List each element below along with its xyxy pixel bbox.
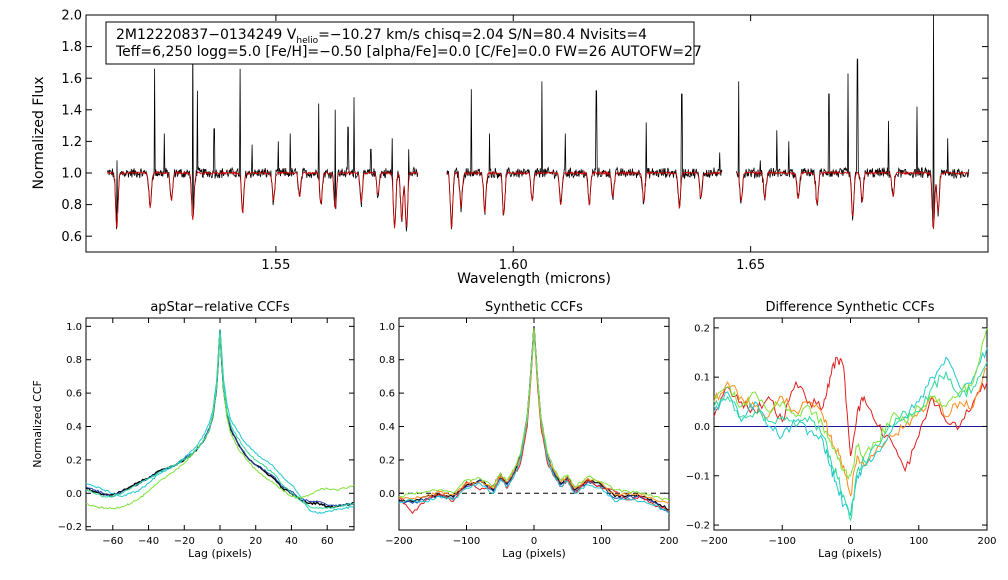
synthetic-title: Synthetic CCFs: [485, 300, 583, 315]
difference-series-visit3: [713, 347, 988, 517]
spectrum-observed-chip-3: [736, 14, 970, 228]
apstar-xtick-label: 20: [249, 536, 262, 547]
synthetic-series-visit2: [398, 329, 670, 515]
spectrum-series: [107, 14, 970, 232]
apstar-ytick-label: 0.0: [66, 489, 82, 500]
spectrum-model-chip-2: [446, 170, 723, 229]
apstar-series: [85, 329, 355, 515]
apstar-xtick-label: 40: [285, 536, 298, 547]
difference-xtick-label: −100: [769, 536, 796, 547]
difference-axes: −200 −100 0 100 200 −0.2 −0.1 0.0 0.1 0.2: [686, 318, 997, 547]
synthetic-ccf-panel: −200 −100 0 100 200 0.0 0.2 0.4 0.6 0.8 1.0 Synthe…: [379, 300, 678, 560]
annotation-line1: 2M12220837−0134249 Vhelio=−10.27 km/s ch…: [116, 27, 647, 46]
annotation-star-id: 2M12220837−0134249 V: [116, 27, 297, 43]
synthetic-xtick-label: 0: [531, 536, 537, 547]
apstar-ylabel: Normalized CCF: [31, 380, 44, 468]
difference-ytick-label: −0.1: [686, 471, 710, 482]
spectrum-ytick-label: 1.8: [61, 40, 82, 55]
apstar-series-visit1: [85, 331, 355, 507]
synthetic-axes: −200 −100 0 100 200 0.0 0.2 0.4 0.6 0.8 1.0: [379, 318, 679, 547]
apstar-xtick-label: 0: [217, 536, 223, 547]
difference-xlabel: Lag (pixels): [818, 547, 882, 560]
difference-xtick-label: −200: [700, 536, 727, 547]
annotation-params: =−10.27 km/s chisq=2.04 S/N=80.4 Nvisits…: [318, 27, 647, 43]
spectrum-xtick-label: 1.60: [499, 258, 528, 273]
spectrum-ytick-label: 0.6: [61, 230, 82, 245]
difference-ytick-label: 0.0: [694, 422, 710, 433]
apstar-ytick-label: 0.6: [66, 389, 82, 400]
difference-xtick-label: 0: [847, 536, 853, 547]
difference-series-visit1: [713, 356, 988, 473]
synthetic-series-visit1: [398, 326, 670, 514]
difference-xtick-label: 100: [909, 536, 928, 547]
difference-frame: [713, 317, 988, 531]
synthetic-xlabel: Lag (pixels): [502, 547, 566, 560]
apstar-series-combined: [85, 329, 355, 509]
spectrum-panel: 1.55 1.60 1.65 0.6 0.8 1.0 1.2 1.4 1.6 1.8 2.0 2M1…: [31, 9, 989, 287]
apstar-ytick-label: 0.2: [66, 455, 82, 466]
apstar-frame: [85, 317, 355, 531]
annotation-box: [105, 21, 695, 65]
synthetic-ytick-label: 0.8: [379, 355, 395, 366]
synthetic-ytick-label: 1.0: [379, 322, 395, 333]
apstar-ytick-label: 0.8: [66, 355, 82, 366]
apstar-ytick-label: 1.0: [66, 322, 82, 333]
synthetic-ytick-label: 0.0: [379, 489, 395, 500]
difference-ytick-label: 0.1: [694, 373, 710, 384]
difference-title: Difference Synthetic CCFs: [765, 300, 934, 315]
synthetic-ytick-label: 0.2: [379, 455, 395, 466]
apstar-ytick-label: 0.4: [66, 422, 82, 433]
spectrum-ytick-label: 1.6: [61, 72, 82, 87]
synthetic-series-visit4: [398, 331, 670, 514]
apstar-series-visit3: [85, 332, 355, 510]
difference-ytick-label: −0.2: [686, 521, 710, 532]
spectrum-ytick-label: 2.0: [61, 9, 82, 24]
synthetic-xtick-label: −100: [453, 536, 480, 547]
synthetic-series: [398, 326, 670, 515]
apstar-xlabel: Lag (pixels): [188, 547, 252, 560]
apstar-xtick-label: 60: [321, 536, 334, 547]
apstar-xtick-label: −40: [138, 536, 159, 547]
synthetic-series-visit5: [398, 327, 670, 501]
spectrum-ytick-label: 1.4: [61, 103, 82, 118]
synthetic-xtick-label: −200: [385, 536, 412, 547]
synthetic-xtick-label: 100: [592, 536, 611, 547]
difference-ccf-panel: −200 −100 0 100 200 −0.2 −0.1 0.0 0.1 0.2 Differe…: [686, 300, 997, 560]
difference-ytick-label: 0.2: [694, 323, 710, 334]
annotation-line2: Teff=6,250 logg=5.0 [Fe/H]=−0.50 [alpha/…: [115, 44, 702, 60]
apstar-title: apStar−relative CCFs: [150, 300, 290, 315]
synthetic-series-visit3: [398, 327, 670, 504]
apstar-axes: −60 −40 −20 0 20 40 60 −0.2 0.0 0.2 0.4 0.6 0.8 1.0: [58, 318, 354, 547]
spectrum-ytick-label: 1.2: [61, 135, 82, 150]
synthetic-xtick-label: 200: [659, 536, 678, 547]
apstar-ytick-label: −0.2: [58, 522, 82, 533]
spectrum-axes: 1.55 1.60 1.65 0.6 0.8 1.0 1.2 1.4 1.6 1.8 2.0: [61, 9, 988, 273]
synthetic-series-combined: [398, 326, 670, 511]
difference-xtick-label: 200: [977, 536, 996, 547]
spectrum-ylabel: Normalized Flux: [31, 77, 47, 190]
difference-series: [713, 327, 988, 522]
spectrum-frame: [85, 14, 989, 253]
spectrum-observed-chip-2: [446, 81, 723, 230]
apstar-series-visit4: [85, 331, 355, 510]
synthetic-ytick-label: 0.4: [379, 422, 395, 433]
spectrum-xtick-label: 1.55: [261, 258, 290, 273]
spectrum-model-chip-1: [107, 170, 419, 229]
apstar-xtick-label: −20: [174, 536, 195, 547]
apstar-xtick-label: −60: [102, 536, 123, 547]
apstar-series-visit2: [85, 329, 355, 515]
spectrum-xtick-label: 1.65: [736, 258, 765, 273]
spectrum-xlabel: Wavelength (microns): [457, 271, 611, 287]
difference-series-visit5: [713, 362, 988, 522]
spectrum-ytick-label: 1.0: [61, 167, 82, 182]
spectrum-model-chip-3: [736, 170, 970, 230]
difference-series-visit4: [713, 327, 988, 480]
apstar-ccf-panel: −60 −40 −20 0 20 40 60 −0.2 0.0 0.2 0.4 0.6 0.8 1.0 a…: [31, 300, 355, 560]
annotation-subscript: helio: [296, 36, 318, 46]
synthetic-ytick-label: 0.6: [379, 389, 395, 400]
spectrum-ytick-label: 0.8: [61, 198, 82, 213]
